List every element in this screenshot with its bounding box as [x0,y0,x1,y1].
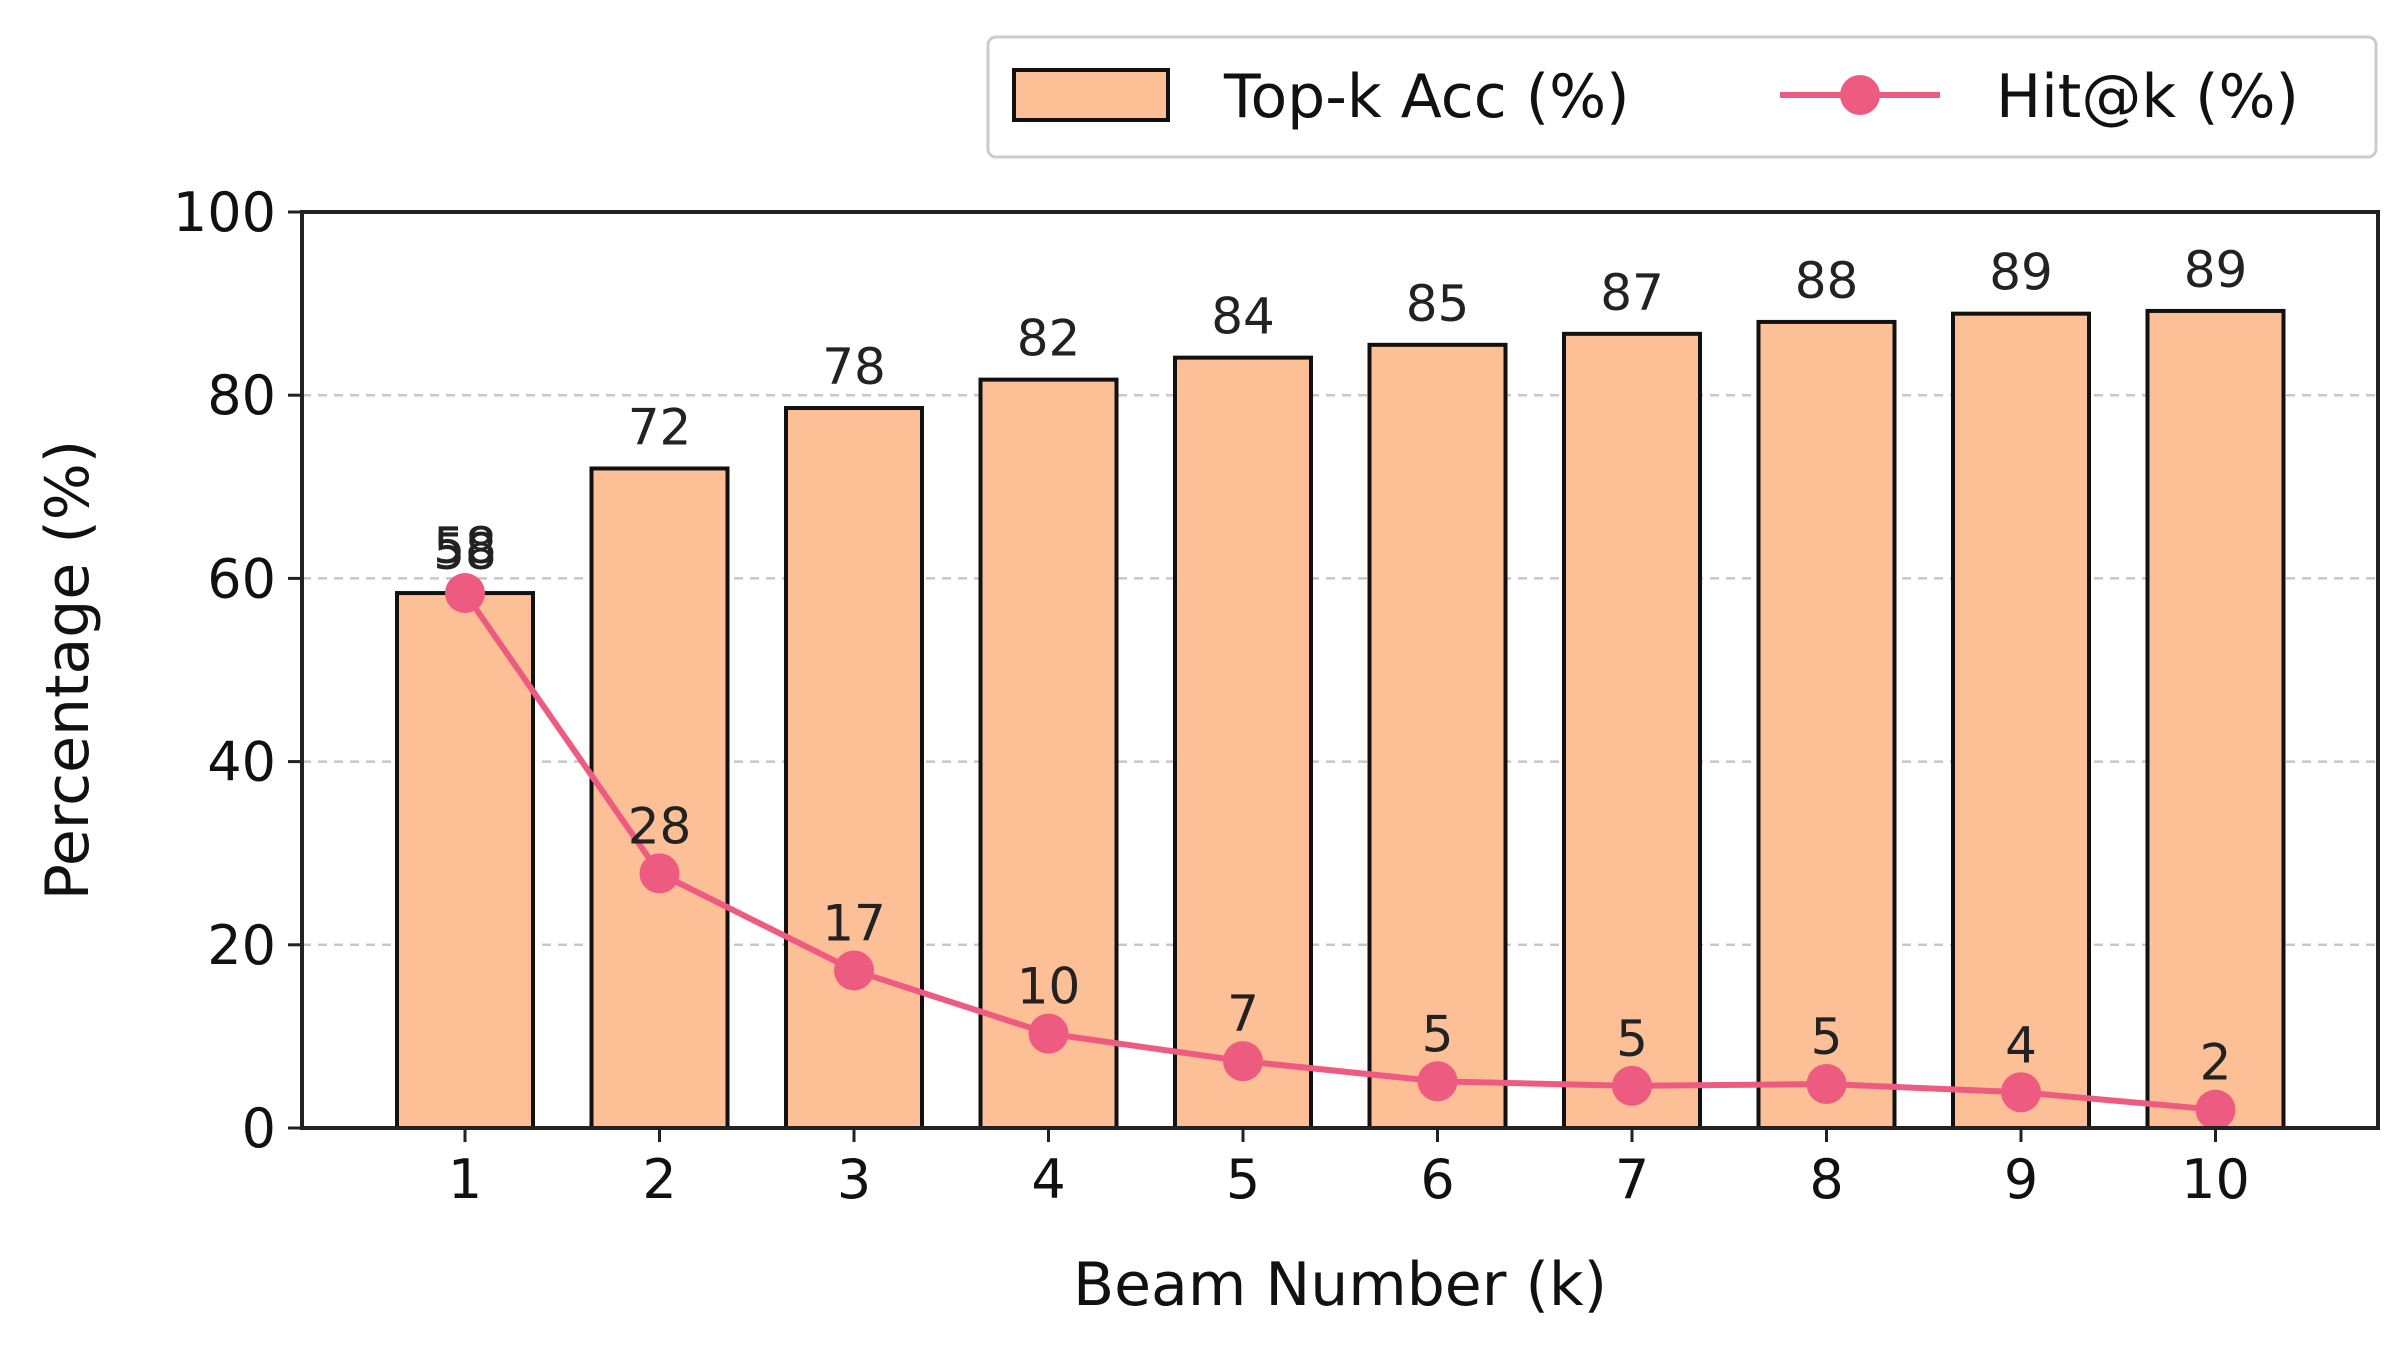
bar [1367,342,1508,1130]
y-axis-title: Percentage (%) [33,440,103,900]
line-point [1028,1013,1069,1054]
y-tick-label: 40 [207,731,276,794]
y-tick-label: 20 [207,914,276,977]
line-value-label: 58 [433,517,497,575]
x-tick-label: 3 [837,1148,871,1211]
line-path [462,591,2216,1113]
line-point [1223,1041,1263,1082]
legend-label-hit-at-k: Hit@k (%) [1996,62,2299,132]
bar [978,377,1119,1130]
line-value-label: 5 [1811,1008,1843,1066]
y-tick-label: 60 [207,547,276,610]
x-axis-title: Beam Number (k) [1073,1250,1607,1320]
bar [1756,319,1897,1131]
legend-frame [986,35,2378,159]
line-point [445,573,485,614]
line-value-label: 28 [628,797,692,855]
bar-value-label: 84 [1211,288,1275,346]
line-value-label: 2 [2200,1034,2232,1092]
bar-value-label: 78 [822,338,886,396]
line-point [1417,1061,1458,1102]
line-point [2195,1089,2236,1130]
line-value-label: 5 [1422,1005,1454,1063]
x-tick-label: 6 [1420,1148,1454,1211]
bar-value-label: 72 [628,398,692,456]
line-value-label: 5 [1616,1010,1648,1068]
line-point [834,950,874,991]
line-value-label: 17 [822,894,886,952]
line-point [1612,1065,1652,1106]
line-series [445,573,2236,1130]
bar-value-label: 89 [2184,241,2248,299]
x-axis: 1 2 3 4 5 6 7 8 9 10 [448,1128,2250,1211]
bar [784,406,924,1130]
line-value-label: 10 [1017,958,1081,1016]
x-tick-label: 10 [2181,1148,2250,1211]
bar [395,591,535,1130]
plot-frame [300,210,2380,1130]
bar [1951,311,2091,1130]
bar [2145,308,2286,1131]
x-tick-label: 2 [642,1148,676,1211]
line-point [2001,1072,2041,1113]
line-point [1806,1064,1847,1105]
x-tick-label: 4 [1031,1148,1065,1211]
bar-value-label: 87 [1600,264,1664,322]
bar-value-label: 88 [1795,252,1859,310]
y-tick-label: 0 [242,1097,276,1160]
bar-value-label: 82 [1017,310,1081,368]
x-tick-label: 8 [1809,1148,1843,1211]
y-axis: 0 20 40 60 80 100 [173,181,302,1160]
x-tick-label: 1 [448,1148,482,1211]
bar-value-label: 85 [1406,275,1470,333]
legend-swatch-marker [1840,75,1880,115]
line-value-label: 7 [1227,985,1259,1043]
x-tick-label: 9 [2004,1148,2038,1211]
y-tick-label: 100 [173,181,276,244]
legend: Top-k Acc (%) Hit@k (%) [986,35,2378,159]
bar-value-label: 89 [1989,244,2053,302]
legend-label-top-k-acc: Top-k Acc (%) [1223,62,1630,132]
x-tick-label: 5 [1226,1148,1260,1211]
bar [1562,331,1702,1130]
y-tick-label: 80 [207,364,276,427]
legend-swatch-bar [1012,68,1170,122]
bar [589,466,730,1131]
bar-value-label: 58 [433,523,497,581]
line-value-label: 4 [2005,1016,2037,1074]
data-labels: 58 72 78 82 84 85 87 88 89 89 58 28 17 10 7 5 5 5 4 2 [433,241,2247,1092]
line-point [639,853,680,894]
x-tick-label: 7 [1615,1148,1649,1211]
